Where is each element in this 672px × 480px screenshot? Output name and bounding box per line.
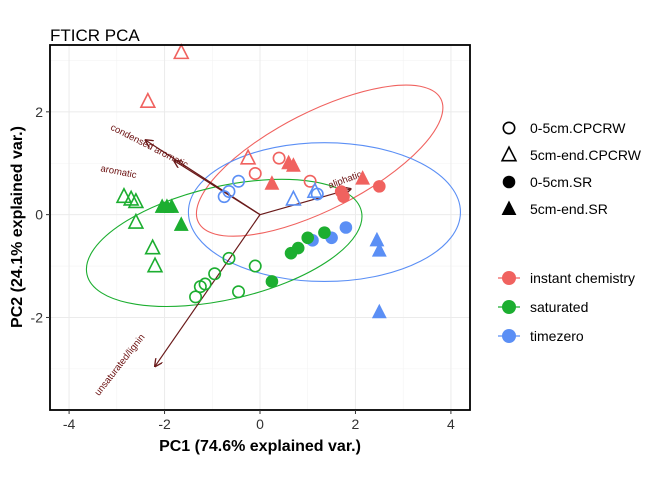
x-tick-label: 2 xyxy=(352,416,360,432)
data-point xyxy=(248,259,262,273)
data-point xyxy=(303,174,317,188)
x-tick-label: -2 xyxy=(158,416,171,432)
ellipse-instant-chemistry xyxy=(195,84,444,237)
legend-color-label: saturated xyxy=(530,299,588,315)
data-point xyxy=(310,187,324,201)
data-point xyxy=(272,151,286,165)
data-point xyxy=(248,167,262,181)
x-tick-label: -4 xyxy=(63,416,76,432)
legend-color-label: timezero xyxy=(530,328,584,344)
data-point xyxy=(193,280,207,294)
data-point xyxy=(189,290,203,304)
y-tick-label: -2 xyxy=(31,309,44,325)
data-point xyxy=(371,242,387,257)
data-point xyxy=(127,212,145,229)
y-axis-title: PC2 (24.1% explained var.) xyxy=(9,126,26,328)
ellipse-timezero xyxy=(187,142,462,283)
data-point xyxy=(173,43,190,60)
data-point xyxy=(115,187,133,204)
legend-shape-key xyxy=(502,175,516,189)
data-point xyxy=(164,198,180,213)
legend-color-key xyxy=(502,300,516,314)
data-point xyxy=(222,251,236,265)
data-point xyxy=(232,174,246,188)
legend-color-key xyxy=(502,329,516,343)
data-point xyxy=(318,226,331,239)
data-point xyxy=(339,221,353,234)
legend-shape-label: 0-5cm.SR xyxy=(530,174,592,190)
loading-arrow xyxy=(174,161,261,216)
data-point xyxy=(173,216,189,231)
legend-shape-key xyxy=(500,145,518,162)
data-point xyxy=(355,170,371,185)
chart-title: FTICR PCA xyxy=(50,26,140,45)
x-tick-label: 4 xyxy=(447,416,455,432)
axis-ticks: -4 -2 0 2 4 -2 0 2 xyxy=(31,104,455,432)
loading-arrow xyxy=(155,214,261,367)
data-point xyxy=(208,267,222,281)
data-point xyxy=(264,175,280,190)
legend-color-key xyxy=(502,271,516,285)
data-point xyxy=(337,190,350,203)
data-point xyxy=(371,303,387,319)
y-tick-label: 0 xyxy=(35,207,43,223)
data-point xyxy=(144,238,161,255)
y-tick-label: 2 xyxy=(35,104,43,120)
x-axis-title: PC1 (74.6% explained var.) xyxy=(159,438,361,455)
data-point xyxy=(239,148,257,165)
data-point xyxy=(232,285,246,299)
data-point xyxy=(306,181,324,198)
data-point xyxy=(217,190,231,204)
data-point xyxy=(127,192,145,209)
data-point xyxy=(291,241,305,255)
data-point xyxy=(373,180,386,193)
data-points xyxy=(115,43,387,319)
data-point xyxy=(369,231,385,247)
data-point xyxy=(265,275,279,288)
legend-shape-label: 0-5cm.CPCRW xyxy=(530,120,626,136)
data-point xyxy=(285,189,302,206)
data-point xyxy=(139,91,157,109)
legend-shape-key xyxy=(502,121,516,135)
legend-shape-label: 5cm-end.CPCRW xyxy=(530,147,642,163)
legend-shape-key xyxy=(501,200,517,215)
legend-shape-label: 5cm-end.SR xyxy=(530,201,608,217)
legend: 0-5cm.CPCRW 5cm-end.CPCRW 0-5cm.SR 5cm-end.… xyxy=(498,120,642,344)
legend-color-label: instant chemistry xyxy=(530,270,635,286)
data-point xyxy=(146,256,164,273)
data-point xyxy=(301,231,315,245)
data-point xyxy=(285,157,301,172)
x-tick-label: 0 xyxy=(256,416,264,432)
